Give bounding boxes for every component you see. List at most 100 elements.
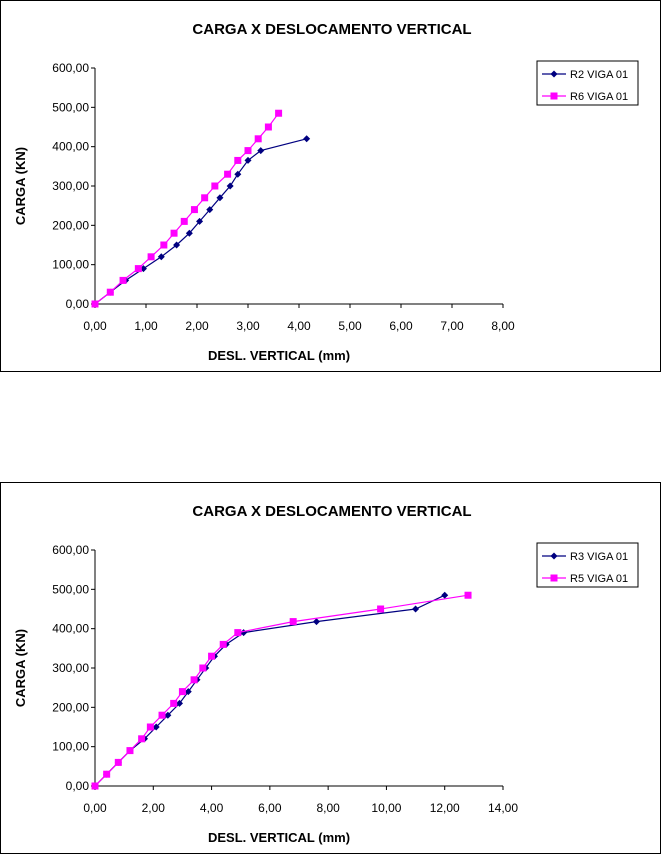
chart-2-legend-label: R5 VIGA 01 xyxy=(570,573,628,585)
chart-2-series-2-point xyxy=(377,605,385,613)
chart-2-title: CARGA X DESLOCAMENTO VERTICAL xyxy=(192,503,471,520)
chart-2-series-1-point xyxy=(412,605,420,613)
chart-1-y-tick-label: 100,00 xyxy=(52,258,89,272)
chart-1-y-axis-title: CARGA (KN) xyxy=(13,147,28,225)
chart-2-y-tick-label: 0,00 xyxy=(66,779,90,793)
chart-1-legend-box xyxy=(536,60,639,106)
chart-1-series-2-point xyxy=(201,194,209,202)
chart-2-x-tick-label: 6,00 xyxy=(258,801,282,815)
chart-1-title: CARGA X DESLOCAMENTO VERTICAL xyxy=(192,21,471,38)
chart-2-series-2-point xyxy=(464,591,472,599)
chart-2-x-axis-title: DESL. VERTICAL (mm) xyxy=(208,830,350,845)
chart-1-series-2-point xyxy=(134,265,142,273)
chart-1-y-tick-label: 200,00 xyxy=(52,218,89,232)
chart-panel-2: CARGA X DESLOCAMENTO VERTICAL 0,00 100,00 2… xyxy=(0,482,661,854)
chart-2-series-1-point xyxy=(240,629,248,637)
chart-2-series-2-point xyxy=(170,699,178,707)
chart-1-series-1-point xyxy=(244,156,252,164)
chart-1-x-tick-label: 7,00 xyxy=(440,319,464,333)
chart-1-series-1-point xyxy=(173,241,181,249)
chart-2-series-2-point xyxy=(234,629,242,637)
chart-2-series-2-point xyxy=(146,723,154,731)
chart-1-series-2-point xyxy=(211,182,219,190)
chart-2-series-2-point xyxy=(178,688,186,696)
chart-2-series-2-point xyxy=(126,747,134,755)
chart-2-legend: R3 VIGA 01 R5 VIGA 01 xyxy=(536,542,639,588)
chart-1-x-tick-label: 0,00 xyxy=(83,319,107,333)
chart-1-series-2-point xyxy=(275,109,283,117)
chart-2-x-tick-label: 0,00 xyxy=(83,801,107,815)
chart-1-legend-label: R6 VIGA 01 xyxy=(570,91,628,103)
chart-1-x-tick-label: 8,00 xyxy=(491,319,515,333)
chart-1-y-tick-label: 400,00 xyxy=(52,140,89,154)
chart-1-legend-marker xyxy=(550,70,558,78)
chart-1-series-2-point xyxy=(254,135,262,143)
chart-1-series-2-point xyxy=(91,300,99,308)
chart-2-y-tick-label: 100,00 xyxy=(52,740,89,754)
chart-1-series-1-point xyxy=(234,170,242,178)
chart-1-y-tick-label: 0,00 xyxy=(66,297,90,311)
chart-1-x-tick-label: 2,00 xyxy=(185,319,209,333)
chart-1-series-1-point xyxy=(157,253,165,261)
chart-1-x-tick-label: 3,00 xyxy=(236,319,260,333)
chart-2-series-2-point xyxy=(103,770,111,778)
chart-1-series-2-point xyxy=(244,147,252,155)
chart-2-series-1-point xyxy=(176,699,184,707)
chart-2-legend-label: R3 VIGA 01 xyxy=(570,551,628,563)
chart-2-x-tick-label: 8,00 xyxy=(316,801,340,815)
chart-2-y-tick-label: 500,00 xyxy=(52,582,89,596)
chart-1-series-1-point xyxy=(257,147,265,155)
chart-1-series-2-point xyxy=(234,156,242,164)
chart-2-series-2-point xyxy=(208,652,216,660)
chart-1-legend-label: R2 VIGA 01 xyxy=(570,69,628,81)
chart-1-legend-marker xyxy=(550,92,558,100)
chart-2-x-tick-label: 2,00 xyxy=(142,801,166,815)
chart-2-legend-marker xyxy=(550,552,558,560)
chart-1-y-tick-label: 500,00 xyxy=(52,100,89,114)
chart-1-x-axis-title: DESL. VERTICAL (mm) xyxy=(208,348,350,363)
chart-1-x-tick-label: 5,00 xyxy=(338,319,362,333)
chart-2-series-2-point xyxy=(289,618,297,626)
chart-2-y-tick-label: 400,00 xyxy=(52,622,89,636)
chart-1-series-2-point xyxy=(190,206,198,214)
chart-1-series-2-point xyxy=(147,253,155,261)
chart-2-y-tick-label: 200,00 xyxy=(52,700,89,714)
chart-2-x-tick-label: 14,00 xyxy=(488,801,518,815)
chart-1-y-tick-label: 300,00 xyxy=(52,179,89,193)
chart-1-series-2-point xyxy=(119,276,127,284)
chart-2-series-2-point xyxy=(190,676,198,684)
chart-2-series-1-point xyxy=(164,711,172,719)
chart-1-series-2-point xyxy=(106,288,114,296)
chart-1-series-2-line xyxy=(94,112,280,305)
chart-2-series-1-point xyxy=(441,591,449,599)
chart-2-series-2-point xyxy=(199,664,207,672)
chart-1-series-1-point xyxy=(206,206,214,214)
chart-1-series-1-point xyxy=(185,229,193,237)
chart-2-series-2-point xyxy=(219,640,227,648)
chart-1-series-1-point xyxy=(226,182,234,190)
chart-1-series-1-point xyxy=(216,194,224,202)
chart-2-series-2-point xyxy=(138,735,146,743)
chart-2-x-tick-label: 4,00 xyxy=(200,801,224,815)
chart-2-y-tick-label: 300,00 xyxy=(52,661,89,675)
chart-1-series-2-point xyxy=(224,170,232,178)
chart-1-svg: CARGA X DESLOCAMENTO VERTICAL 0,00 100,00 2… xyxy=(13,21,639,363)
chart-1-x-tick-label: 4,00 xyxy=(287,319,311,333)
chart-2-series-1-line xyxy=(94,594,445,787)
chart-2-series-2-point xyxy=(158,711,166,719)
chart-2-svg: CARGA X DESLOCAMENTO VERTICAL 0,00 100,00 2… xyxy=(13,503,639,845)
chart-2-series-2-point xyxy=(91,782,99,790)
chart-1-series-2-point xyxy=(264,123,272,131)
chart-1-series-2-point xyxy=(160,241,168,249)
chart-2-legend-marker xyxy=(550,574,558,582)
chart-1-x-tick-label: 1,00 xyxy=(134,319,158,333)
chart-1-series-2-point xyxy=(180,217,188,225)
chart-1-legend: R2 VIGA 01 R6 VIGA 01 xyxy=(536,60,639,106)
chart-2-series-2-point xyxy=(114,758,122,766)
chart-2-series-1-point xyxy=(184,688,192,696)
chart-2-x-tick-label: 10,00 xyxy=(371,801,401,815)
chart-panel-1: CARGA X DESLOCAMENTO VERTICAL 0,00 100,00 2… xyxy=(0,0,661,372)
chart-2-series-1-point xyxy=(152,723,160,731)
chart-2-y-tick-label: 600,00 xyxy=(52,543,89,557)
chart-1-series-1-point xyxy=(196,217,204,225)
